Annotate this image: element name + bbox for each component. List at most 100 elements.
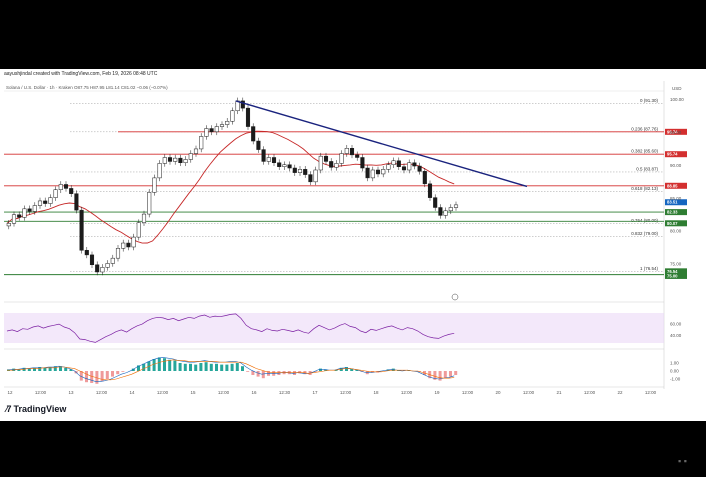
macd-histogram-bar	[27, 368, 31, 371]
x-tick-label: 18	[373, 390, 379, 395]
candle-body	[141, 213, 147, 223]
rsi-line	[6, 313, 455, 343]
macd-histogram-bar	[251, 371, 255, 375]
candle-body	[225, 121, 230, 125]
trendline	[235, 100, 528, 188]
candle-body	[360, 157, 365, 169]
candle-body	[365, 167, 370, 179]
macd-histogram-bar	[355, 369, 359, 371]
candle-body	[303, 169, 308, 175]
macd-histogram-bar	[43, 367, 47, 371]
candle-body	[443, 210, 448, 216]
macd-histogram-bar	[17, 369, 21, 371]
candle-body	[381, 169, 386, 175]
candle-body	[126, 242, 131, 248]
macd-histogram-bar	[438, 371, 442, 381]
candle-body	[6, 223, 11, 227]
candle-body	[79, 209, 84, 251]
candle-body	[230, 110, 235, 122]
candle-body	[412, 162, 417, 167]
x-tick-label: 13	[68, 390, 74, 395]
candle-body	[355, 154, 360, 158]
macd-histogram-bar	[256, 371, 260, 377]
macd-histogram-bar	[100, 371, 104, 382]
y-tick-label: 80.00	[670, 229, 682, 234]
x-tick-label: 12:00	[340, 390, 352, 395]
price-tag-box	[665, 220, 687, 227]
candle-body	[209, 128, 214, 133]
macd-histogram-bar	[189, 363, 192, 371]
rsi-tick-label: 40.00	[670, 333, 682, 338]
fib-level-label: 0.618 (82.13)	[631, 186, 658, 191]
candle-body	[162, 157, 167, 164]
price-tag-label: 95.74	[667, 129, 678, 134]
x-tick-label: 12:00	[462, 390, 474, 395]
candle-body	[287, 164, 292, 169]
candle-body	[438, 207, 443, 216]
price-tag-label: 76.54	[667, 269, 678, 274]
chart-svg[interactable]: Solana / U.S. Dollar · 1h · Kraken O87.7…	[0, 69, 706, 421]
candle-body	[422, 171, 427, 185]
macd-histogram-bar	[59, 366, 62, 371]
fib-level-label: 0 (91.30)	[640, 98, 659, 103]
macd-histogram-bar	[163, 358, 166, 371]
candle-body	[69, 188, 74, 194]
price-tag-box	[665, 209, 687, 216]
macd-tick-label: 1.00	[670, 361, 679, 366]
fib-level-label: 0.382 (85.60)	[631, 149, 658, 154]
macd-histogram-bar	[64, 367, 68, 371]
x-tick-label: 12:30	[279, 390, 291, 395]
macd-histogram-bar	[324, 369, 328, 371]
candle-body	[43, 200, 48, 204]
candle-body	[74, 193, 79, 211]
macd-histogram-bar	[350, 368, 354, 371]
macd-histogram-bar	[225, 364, 229, 371]
candle-body	[105, 263, 110, 268]
x-tick-label: 14	[129, 390, 135, 395]
macd-histogram-bar	[220, 364, 224, 371]
currency-label: USD	[672, 86, 682, 91]
macd-histogram-bar	[246, 371, 250, 372]
candle-body	[178, 157, 183, 164]
macd-histogram-bar	[121, 371, 125, 372]
rsi-tick-label: 60.00	[670, 322, 682, 327]
candle-body	[214, 126, 219, 133]
candle-body	[193, 148, 199, 154]
macd-histogram-bar	[449, 371, 452, 377]
price-tag-box	[665, 199, 687, 206]
x-tick-label: 19	[434, 390, 440, 395]
x-tick-label: 12	[7, 390, 13, 395]
macd-histogram-bar	[204, 362, 208, 371]
candle-body	[100, 267, 105, 273]
macd-histogram-bar	[90, 371, 94, 383]
candle-body	[448, 207, 453, 212]
candle-body	[58, 184, 63, 190]
candle-body	[329, 161, 334, 168]
candle-body	[22, 208, 27, 218]
macd-line	[6, 357, 455, 382]
candle-body	[110, 257, 115, 264]
fib-level-label: 0.832 (79.00)	[631, 231, 658, 236]
macd-histogram-bar	[53, 366, 57, 371]
macd-histogram-bar	[85, 371, 88, 383]
macd-histogram-bar	[79, 371, 83, 381]
candle-body	[84, 250, 89, 256]
chart-header: aayushjindal created with TradingView.co…	[4, 71, 158, 77]
candle-body	[334, 163, 339, 168]
candle-body	[27, 208, 32, 212]
macd-histogram-bar	[33, 367, 36, 371]
candle-body	[48, 197, 53, 204]
macd-histogram-bar	[199, 363, 203, 371]
macd-histogram-bar	[142, 363, 146, 371]
fib-level-label: 0.236 (87.76)	[631, 126, 658, 131]
x-tick-label: 12:00	[218, 390, 230, 395]
macd-histogram-bar	[152, 359, 156, 371]
macd-histogram-bar	[131, 368, 135, 371]
candle-body	[89, 254, 95, 266]
fib-level-label: 0.5 (83.87)	[636, 166, 658, 171]
x-tick-label: 15	[190, 390, 196, 395]
x-tick-label: 12:00	[157, 390, 169, 395]
candle-body	[427, 183, 433, 198]
macd-histogram-bar	[298, 371, 302, 374]
x-tick-label: 12:00	[584, 390, 596, 395]
